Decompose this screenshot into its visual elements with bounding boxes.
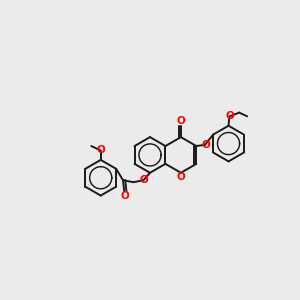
Text: O: O — [96, 146, 105, 155]
Text: O: O — [176, 116, 185, 126]
Text: O: O — [140, 175, 148, 185]
Text: O: O — [120, 191, 129, 201]
Text: O: O — [176, 172, 185, 182]
Text: O: O — [201, 140, 210, 150]
Text: O: O — [225, 111, 234, 121]
